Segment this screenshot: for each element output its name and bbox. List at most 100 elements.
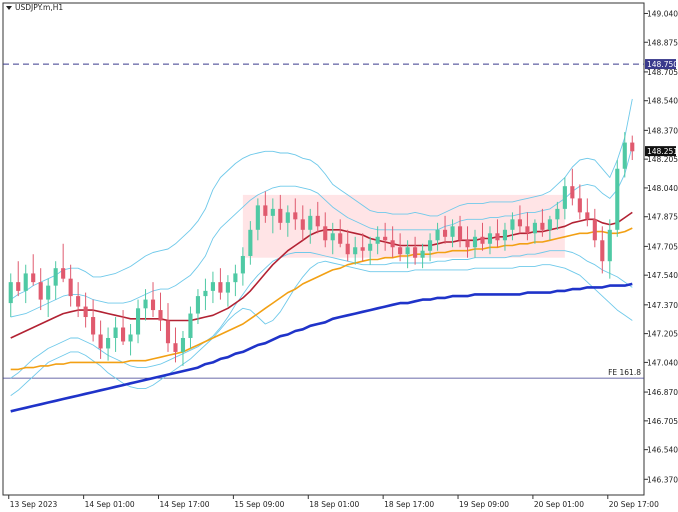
candle-body [390,240,395,248]
candle-body [203,290,208,297]
candle-body [255,205,260,230]
candle-body [592,219,597,241]
candle-body [195,296,201,314]
candle-body [345,243,350,255]
candle-body [450,226,455,237]
candle-body [53,268,58,286]
candle-body [413,247,418,258]
candle-body [360,247,365,251]
price-label: 148.205 [647,155,678,164]
candle-body [375,236,380,244]
current-price-box [645,146,676,157]
candle-body [68,278,73,297]
bollinger-upper-1 [10,145,633,318]
candle-body [532,222,537,234]
candle-body [113,327,118,338]
price-label: 146.870 [647,388,678,397]
ma-blue-line [10,282,633,413]
candle-body [143,299,148,309]
candle-body [263,205,268,216]
candle-body [173,343,178,352]
bollinger-lower-1 [10,250,633,379]
candle-body [225,282,230,293]
ma-orange-line [10,227,633,371]
level-price-label: 148.750 [647,60,678,69]
candle-body [457,226,463,241]
price-label: 147.705 [647,242,678,251]
candle-body [615,168,620,230]
fib-label: FE 161.8 [608,368,641,377]
bollinger-upper-2 [10,98,633,300]
candle-body [525,226,530,234]
current-price-label: 148.251 [647,147,678,156]
candle-body [210,282,215,291]
candle-body [510,219,515,230]
candle-body [23,273,28,291]
candle-body [562,186,567,209]
price-label: 148.040 [647,184,678,193]
price-label: 146.540 [647,446,678,455]
candle-body [555,208,560,220]
candle-body [330,233,335,241]
candle-body [315,215,320,227]
candle-body [338,233,343,244]
candle-body [180,337,186,352]
price-label: 146.705 [647,417,678,426]
candle-body [308,215,313,230]
candle-body [121,327,126,342]
candle-body [248,229,253,256]
candle-body [278,208,283,223]
price-label: 147.540 [647,271,678,280]
price-label: 147.370 [647,301,678,310]
price-label: 148.705 [647,68,678,77]
candle-body [98,334,103,349]
price-label: 148.875 [647,38,678,47]
time-label: 19 Sep 09:00 [459,500,509,509]
time-label: 14 Sep 17:00 [160,500,210,509]
candle-body [570,186,575,199]
candle-body [480,236,485,244]
candle-body [585,212,590,220]
candle-body [8,282,13,304]
candle-body [487,233,493,244]
candle-body [495,233,500,241]
time-label: 15 Sep 09:00 [234,500,284,509]
level-price-box [645,59,676,70]
price-label: 147.205 [647,330,678,339]
candle-body [158,310,163,321]
candle-body [165,320,171,344]
candle-body [465,240,470,248]
candle-body [420,250,425,258]
time-label: 13 Sep 2023 [10,500,58,509]
candle-body [368,243,373,251]
time-label: 14 Sep 01:00 [85,500,135,509]
price-label: 148.540 [647,97,678,106]
candle-body [540,222,545,230]
bollinger-lower-2 [10,260,633,396]
chart-title: USDJPY.m,H1 [15,3,63,12]
candle-body [188,313,193,338]
price-label: 147.040 [647,358,678,367]
candle-body [577,198,582,213]
candle-body [285,212,290,223]
candle-body [300,219,305,230]
candle-body [61,268,66,279]
candle-body [323,226,328,241]
candle-body [383,236,388,241]
price-label: 149.040 [647,9,678,18]
candle-body [353,247,358,255]
candle-body [83,306,88,318]
candle-body [622,142,627,169]
time-label: 18 Sep 01:00 [309,500,359,509]
candle-body [128,334,133,342]
plot-frame [2,2,645,496]
candle-body [517,219,522,227]
candle-body [38,282,43,300]
triangle-down-icon[interactable] [6,6,12,10]
candle-body [135,308,141,335]
candle-body [270,208,275,216]
price-label: 146.370 [647,475,678,484]
candle-body [16,282,21,291]
candle-body [293,212,298,220]
